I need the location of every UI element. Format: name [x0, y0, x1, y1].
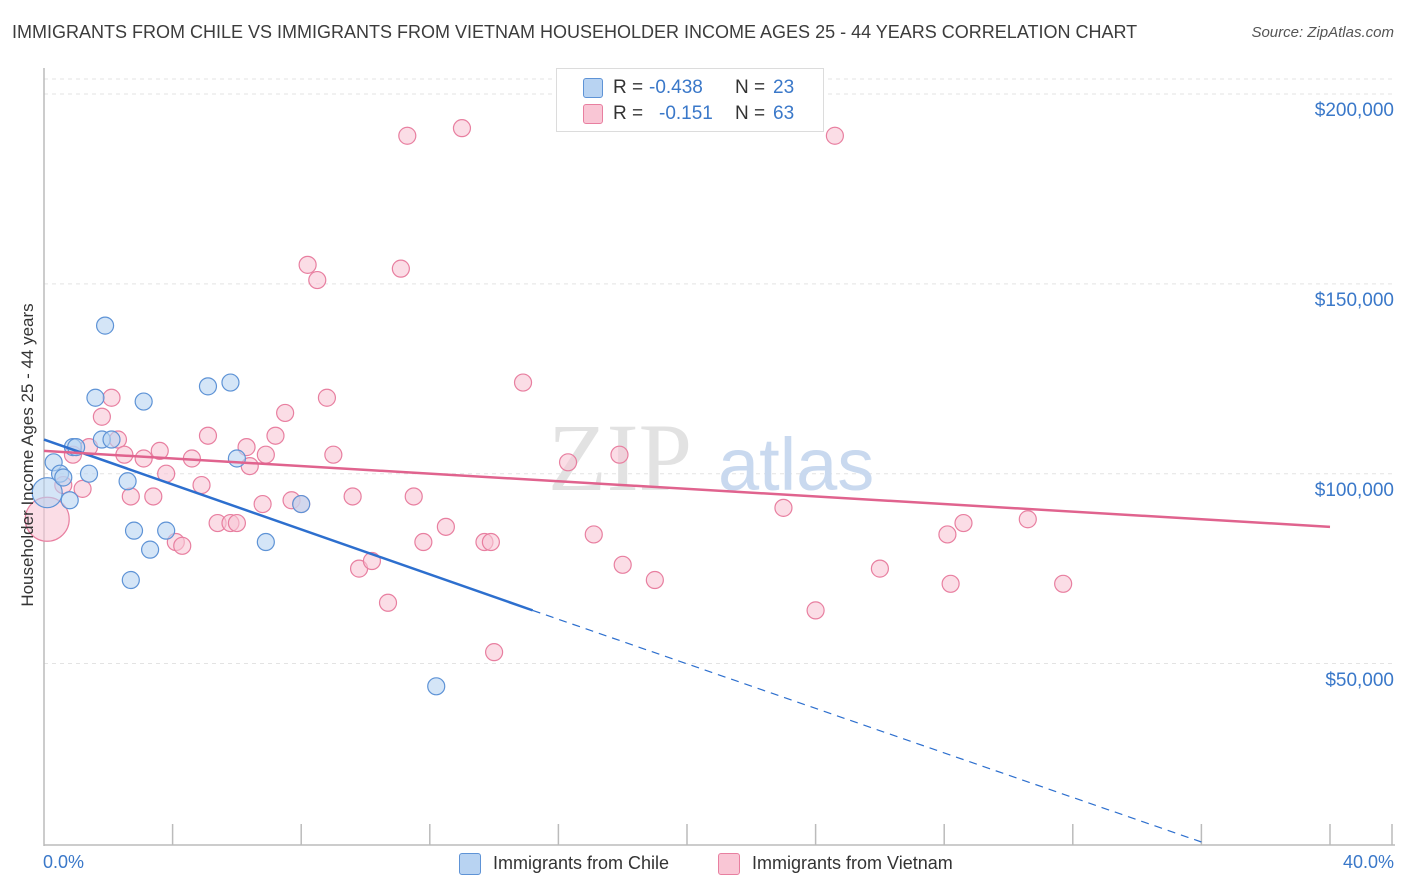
legend-n-label-vietnam: N = — [735, 103, 766, 124]
chile-trend-extension — [532, 609, 1202, 843]
chile-point-20 — [227, 449, 246, 468]
chile-trend-line — [43, 438, 534, 612]
vietnam-point-58 — [941, 574, 960, 593]
chile-point-16 — [140, 540, 160, 559]
watermark: ZIP atlas — [548, 404, 874, 511]
vietnam-point-38 — [391, 259, 410, 278]
chile-point-23 — [427, 677, 446, 696]
y-axis-label: Householder Income Ages 25 - 44 years — [18, 303, 37, 607]
chile-point-7 — [79, 464, 99, 483]
vietnam-point-42 — [436, 517, 455, 536]
vietnam-point-45 — [481, 532, 500, 552]
vietnam-point-6 — [102, 388, 121, 407]
vietnam-point-25 — [256, 445, 275, 464]
vietnam-point-24 — [253, 494, 272, 514]
legend-r-label-vietnam: R = — [613, 103, 644, 124]
gridlines — [44, 78, 1395, 665]
vietnam-point-12 — [150, 441, 169, 461]
bottom-legend-swatch-chile — [459, 853, 481, 875]
vietnam-point-50 — [610, 445, 629, 464]
bottom-legend-label-vietnam: Immigrants from Vietnam — [752, 853, 953, 873]
vietnam-point-18 — [198, 426, 218, 445]
legend-n-value-chile: 23 — [773, 77, 795, 98]
vietnam-point-61 — [1054, 574, 1073, 593]
bottom-legend-swatch-vietnam — [718, 853, 740, 875]
watermark-atlas: atlas — [718, 423, 874, 506]
vietnam-point-10 — [134, 449, 153, 468]
vietnam-point-46 — [485, 643, 504, 662]
bottom-legend-label-chile: Immigrants from Chile — [493, 853, 670, 873]
vietnam-point-30 — [298, 255, 317, 274]
vietnam-point-52 — [645, 570, 664, 590]
y-tick-label-3: $200,000 — [1314, 99, 1394, 121]
vietnam-point-37 — [378, 593, 398, 612]
vietnam-point-5 — [92, 407, 111, 426]
chile-point-21 — [256, 532, 275, 552]
chile-point-0 — [31, 477, 63, 509]
chile-point-13 — [121, 570, 140, 590]
vietnam-point-27 — [276, 403, 295, 423]
vietnam-point-57 — [938, 525, 957, 544]
vietnam-point-59 — [954, 513, 973, 533]
legend-swatch-vietnam — [583, 104, 603, 124]
vietnam-point-60 — [1018, 510, 1037, 529]
chile-point-17 — [157, 521, 176, 540]
vietnam-point-47 — [513, 373, 533, 392]
vietnam-point-55 — [825, 126, 844, 145]
vietnam-point-32 — [317, 388, 337, 407]
vietnam-point-43 — [452, 119, 472, 138]
vietnam-point-26 — [266, 426, 285, 445]
legend-swatch-chile — [583, 78, 603, 98]
chile-point-15 — [134, 392, 153, 411]
chile-point-14 — [124, 521, 144, 540]
vietnam-point-48 — [558, 453, 578, 472]
vietnam-point-31 — [308, 270, 327, 290]
vietnam-point-21 — [227, 513, 246, 533]
y-tick-label-0: $50,000 — [1325, 669, 1394, 691]
y-tick-label-2: $150,000 — [1314, 289, 1394, 311]
chile-point-3 — [54, 468, 73, 487]
legend-r-label-chile: R = — [613, 77, 644, 98]
vietnam-point-17 — [192, 475, 211, 495]
vietnam-point-54 — [806, 601, 825, 620]
chile-point-19 — [221, 373, 240, 392]
chile-point-18 — [198, 377, 218, 396]
stats-legend: R = -0.438 N = 23 R = -0.151 N = 63 — [556, 68, 824, 132]
vietnam-point-3 — [73, 479, 92, 498]
chile-points — [31, 316, 446, 696]
x-tick-label-max: 40.0% — [1342, 852, 1394, 872]
chile-point-8 — [86, 388, 105, 407]
y-tick-label-1: $100,000 — [1314, 479, 1394, 501]
vietnam-point-33 — [324, 445, 343, 464]
vietnam-point-34 — [343, 487, 362, 506]
vietnam-point-53 — [774, 498, 793, 517]
vietnam-trend-line — [43, 449, 1331, 529]
chile-point-4 — [60, 491, 79, 510]
legend-n-value-vietnam: 63 — [773, 103, 795, 124]
vietnam-point-49 — [584, 525, 603, 544]
vietnam-point-40 — [404, 487, 423, 506]
vietnam-points — [24, 119, 1073, 662]
chile-point-12 — [118, 472, 137, 491]
chile-point-11 — [102, 430, 121, 449]
vietnam-point-56 — [870, 559, 890, 578]
legend-r-value-chile: -0.438 — [649, 77, 703, 98]
source-label: Source: ZipAtlas.com — [1251, 24, 1394, 41]
vietnam-point-41 — [414, 532, 433, 552]
chile-point-22 — [292, 494, 311, 514]
chart-title: IMMIGRANTS FROM CHILE VS IMMIGRANTS FROM… — [12, 22, 1138, 42]
legend-n-label-chile: N = — [735, 77, 766, 98]
vietnam-point-11 — [144, 487, 163, 506]
legend-r-value-vietnam: -0.151 — [659, 103, 713, 124]
vietnam-point-51 — [613, 555, 632, 574]
vietnam-point-39 — [398, 126, 417, 145]
vietnam-point-15 — [173, 536, 192, 555]
x-tick-label-min: 0.0% — [43, 852, 85, 872]
chile-point-10 — [95, 316, 115, 335]
trend-lines — [43, 438, 1331, 843]
vietnam-point-9 — [121, 487, 140, 506]
